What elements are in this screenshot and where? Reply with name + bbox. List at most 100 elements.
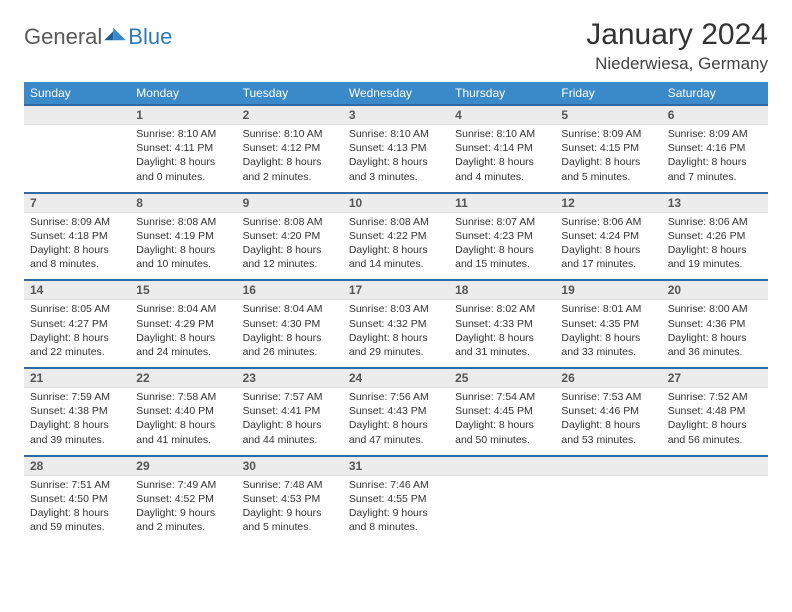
daylight-line1: Daylight: 8 hours	[668, 331, 762, 345]
daylight-line1: Daylight: 8 hours	[136, 155, 230, 169]
calendar-cell: 14Sunrise: 8:05 AMSunset: 4:27 PMDayligh…	[24, 280, 130, 368]
calendar-cell: 21Sunrise: 7:59 AMSunset: 4:38 PMDayligh…	[24, 368, 130, 456]
daylight-line2: and 56 minutes.	[668, 433, 762, 447]
day-number: 1	[130, 106, 236, 125]
day-number	[555, 457, 661, 476]
day-body: Sunrise: 8:07 AMSunset: 4:23 PMDaylight:…	[449, 213, 555, 280]
daylight-line1: Daylight: 9 hours	[243, 506, 337, 520]
sunset-text: Sunset: 4:41 PM	[243, 404, 337, 418]
daylight-line2: and 19 minutes.	[668, 257, 762, 271]
calendar-table: Sunday Monday Tuesday Wednesday Thursday…	[24, 82, 768, 542]
daylight-line2: and 5 minutes.	[561, 170, 655, 184]
calendar-cell: 28Sunrise: 7:51 AMSunset: 4:50 PMDayligh…	[24, 456, 130, 543]
day-number: 24	[343, 369, 449, 388]
calendar-cell: 6Sunrise: 8:09 AMSunset: 4:16 PMDaylight…	[662, 105, 768, 193]
daylight-line1: Daylight: 8 hours	[30, 418, 124, 432]
day-body: Sunrise: 8:09 AMSunset: 4:16 PMDaylight:…	[662, 125, 768, 192]
daylight-line2: and 3 minutes.	[349, 170, 443, 184]
daylight-line1: Daylight: 8 hours	[455, 418, 549, 432]
daylight-line2: and 5 minutes.	[243, 520, 337, 534]
day-number: 11	[449, 194, 555, 213]
sunset-text: Sunset: 4:40 PM	[136, 404, 230, 418]
day-number: 28	[24, 457, 130, 476]
calendar-cell	[449, 456, 555, 543]
calendar-cell: 25Sunrise: 7:54 AMSunset: 4:45 PMDayligh…	[449, 368, 555, 456]
daylight-line1: Daylight: 8 hours	[561, 418, 655, 432]
calendar-cell: 17Sunrise: 8:03 AMSunset: 4:32 PMDayligh…	[343, 280, 449, 368]
calendar-cell: 5Sunrise: 8:09 AMSunset: 4:15 PMDaylight…	[555, 105, 661, 193]
calendar-cell: 29Sunrise: 7:49 AMSunset: 4:52 PMDayligh…	[130, 456, 236, 543]
daylight-line1: Daylight: 8 hours	[243, 331, 337, 345]
sunset-text: Sunset: 4:30 PM	[243, 317, 337, 331]
calendar-cell: 1Sunrise: 8:10 AMSunset: 4:11 PMDaylight…	[130, 105, 236, 193]
calendar-cell	[555, 456, 661, 543]
day-number: 4	[449, 106, 555, 125]
sunrise-text: Sunrise: 8:09 AM	[561, 127, 655, 141]
day-body: Sunrise: 7:48 AMSunset: 4:53 PMDaylight:…	[237, 476, 343, 543]
daylight-line1: Daylight: 8 hours	[668, 155, 762, 169]
weekday-header: Saturday	[662, 82, 768, 105]
calendar-week-row: 14Sunrise: 8:05 AMSunset: 4:27 PMDayligh…	[24, 280, 768, 368]
day-number: 10	[343, 194, 449, 213]
day-number	[662, 457, 768, 476]
daylight-line2: and 31 minutes.	[455, 345, 549, 359]
daylight-line1: Daylight: 8 hours	[30, 243, 124, 257]
day-number: 12	[555, 194, 661, 213]
sunset-text: Sunset: 4:11 PM	[136, 141, 230, 155]
daylight-line2: and 4 minutes.	[455, 170, 549, 184]
sunset-text: Sunset: 4:27 PM	[30, 317, 124, 331]
sunrise-text: Sunrise: 8:02 AM	[455, 302, 549, 316]
weekday-header-row: Sunday Monday Tuesday Wednesday Thursday…	[24, 82, 768, 105]
day-body: Sunrise: 7:56 AMSunset: 4:43 PMDaylight:…	[343, 388, 449, 455]
day-body: Sunrise: 8:08 AMSunset: 4:19 PMDaylight:…	[130, 213, 236, 280]
day-body	[662, 476, 768, 536]
day-number: 31	[343, 457, 449, 476]
sunset-text: Sunset: 4:13 PM	[349, 141, 443, 155]
daylight-line2: and 39 minutes.	[30, 433, 124, 447]
sunrise-text: Sunrise: 8:09 AM	[30, 215, 124, 229]
sunset-text: Sunset: 4:45 PM	[455, 404, 549, 418]
daylight-line1: Daylight: 8 hours	[455, 243, 549, 257]
sunset-text: Sunset: 4:33 PM	[455, 317, 549, 331]
daylight-line1: Daylight: 8 hours	[668, 418, 762, 432]
day-body: Sunrise: 8:08 AMSunset: 4:20 PMDaylight:…	[237, 213, 343, 280]
weekday-header: Friday	[555, 82, 661, 105]
sunset-text: Sunset: 4:15 PM	[561, 141, 655, 155]
day-body: Sunrise: 7:59 AMSunset: 4:38 PMDaylight:…	[24, 388, 130, 455]
calendar-cell: 16Sunrise: 8:04 AMSunset: 4:30 PMDayligh…	[237, 280, 343, 368]
daylight-line2: and 50 minutes.	[455, 433, 549, 447]
daylight-line2: and 53 minutes.	[561, 433, 655, 447]
daylight-line1: Daylight: 8 hours	[668, 243, 762, 257]
day-body	[24, 125, 130, 185]
calendar-week-row: 21Sunrise: 7:59 AMSunset: 4:38 PMDayligh…	[24, 368, 768, 456]
day-body: Sunrise: 8:06 AMSunset: 4:26 PMDaylight:…	[662, 213, 768, 280]
day-number: 26	[555, 369, 661, 388]
sunrise-text: Sunrise: 8:05 AM	[30, 302, 124, 316]
daylight-line2: and 15 minutes.	[455, 257, 549, 271]
day-body: Sunrise: 8:05 AMSunset: 4:27 PMDaylight:…	[24, 300, 130, 367]
day-number: 30	[237, 457, 343, 476]
day-body: Sunrise: 8:08 AMSunset: 4:22 PMDaylight:…	[343, 213, 449, 280]
day-number: 8	[130, 194, 236, 213]
daylight-line2: and 17 minutes.	[561, 257, 655, 271]
day-number: 3	[343, 106, 449, 125]
sunrise-text: Sunrise: 7:56 AM	[349, 390, 443, 404]
day-number	[24, 106, 130, 125]
daylight-line2: and 36 minutes.	[668, 345, 762, 359]
sunrise-text: Sunrise: 8:09 AM	[668, 127, 762, 141]
daylight-line2: and 2 minutes.	[136, 520, 230, 534]
day-body: Sunrise: 8:09 AMSunset: 4:18 PMDaylight:…	[24, 213, 130, 280]
calendar-cell: 7Sunrise: 8:09 AMSunset: 4:18 PMDaylight…	[24, 193, 130, 281]
sunset-text: Sunset: 4:43 PM	[349, 404, 443, 418]
sunrise-text: Sunrise: 8:01 AM	[561, 302, 655, 316]
day-number: 19	[555, 281, 661, 300]
daylight-line2: and 12 minutes.	[243, 257, 337, 271]
sunset-text: Sunset: 4:26 PM	[668, 229, 762, 243]
page-title: January 2024	[586, 18, 768, 52]
calendar-cell: 26Sunrise: 7:53 AMSunset: 4:46 PMDayligh…	[555, 368, 661, 456]
sunrise-text: Sunrise: 8:06 AM	[561, 215, 655, 229]
calendar-cell: 12Sunrise: 8:06 AMSunset: 4:24 PMDayligh…	[555, 193, 661, 281]
day-number: 29	[130, 457, 236, 476]
daylight-line1: Daylight: 8 hours	[561, 331, 655, 345]
daylight-line2: and 24 minutes.	[136, 345, 230, 359]
